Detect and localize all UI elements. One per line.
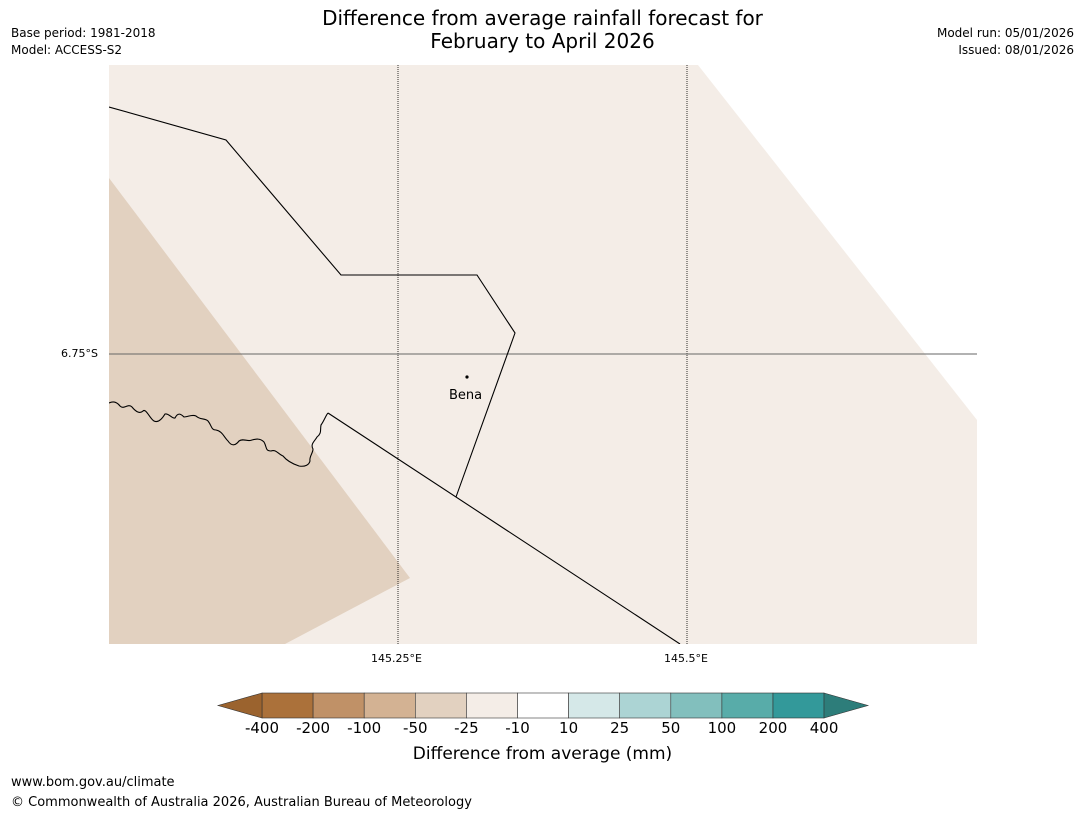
metadata-right: Model run: 05/01/2026 Issued: 08/01/2026 [937,25,1074,59]
province-boundary [109,106,516,498]
metadata-left: Base period: 1981-2018 Model: ACCESS-S2 [11,25,156,59]
colorbar-tick-label: 25 [610,719,630,737]
base-period-text: Base period: 1981-2018 [11,26,156,40]
title-line-1: Difference from average rainfall forecas… [322,6,763,30]
colorbar-swatch [517,692,569,719]
town-label: Bena [449,388,483,403]
colorbar-swatch [721,692,774,719]
town-marker [465,375,469,379]
colorbar-swatch [568,692,620,719]
page-title: Difference from average rainfall forecas… [200,7,885,53]
province-boundary-south [327,412,681,644]
colorbar-title: Difference from average (mm) [412,744,673,764]
colorbar-extend-high [823,692,870,719]
colorbar-tick-label: -25 [454,719,479,737]
colorbar-swatch [312,692,365,719]
colorbar-swatch [261,692,314,719]
footer-copyright: © Commonwealth of Australia 2026, Austra… [11,795,472,810]
lat-tick-label: 6.75°S [61,347,98,360]
lon-tick-label-1: 145.25°E [371,652,422,665]
colorbar-tick-label: 100 [707,719,737,737]
colorbar-swatch [670,692,723,719]
model-run-text: Model run: 05/01/2026 [936,26,1074,40]
river-boundary [109,401,329,467]
colorbar-swatch [772,692,825,719]
colorbar-tick-label: -200 [296,719,331,737]
colorbar-swatch [363,692,416,719]
model-text: Model: ACCESS-S2 [11,43,123,57]
colorbar-extend-low [216,692,263,719]
colorbar-tick-label: -400 [244,719,280,737]
colorbar-tick-label: -100 [347,719,382,737]
colorbar-tick-label: -10 [505,719,530,737]
issued-text: Issued: 08/01/2026 [958,43,1074,57]
lon-tick-label-2: 145.5°E [664,652,708,665]
title-line-2: February to April 2026 [430,29,655,53]
colorbar-tick-label: 200 [758,719,788,737]
colorbar-tick-label: 50 [661,719,681,737]
colorbar-swatch [619,692,672,719]
drier-region [109,178,410,644]
colorbar-tick-label: 400 [809,719,839,737]
colorbar-swatch [414,692,467,719]
colorbar-swatch [466,692,518,719]
footer-url: www.bom.gov.au/climate [11,775,175,790]
colorbar-tick-label: -50 [403,719,428,737]
colorbar-tick-label: 10 [559,719,579,737]
